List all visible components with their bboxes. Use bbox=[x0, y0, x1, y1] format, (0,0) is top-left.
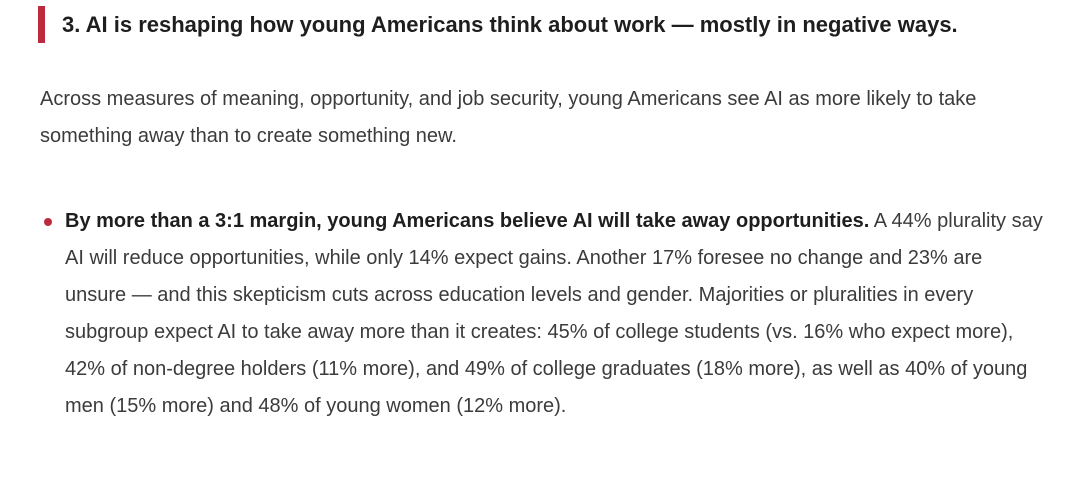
bullet-body-text: A 44% plurality say AI will reduce oppor… bbox=[65, 210, 1043, 417]
report-section: 3. AI is reshaping how young Americans t… bbox=[38, 6, 1044, 425]
bullet-list: By more than a 3:1 margin, young America… bbox=[40, 203, 1044, 425]
section-heading-text: 3. AI is reshaping how young Americans t… bbox=[62, 12, 958, 37]
bullet-dot-icon bbox=[44, 218, 52, 226]
list-item: By more than a 3:1 margin, young America… bbox=[40, 203, 1044, 425]
intro-paragraph: Across measures of meaning, opportunity,… bbox=[40, 88, 977, 147]
bullet-lead-sentence: By more than a 3:1 margin, young America… bbox=[65, 210, 870, 232]
section-heading: 3. AI is reshaping how young Americans t… bbox=[38, 6, 1044, 43]
